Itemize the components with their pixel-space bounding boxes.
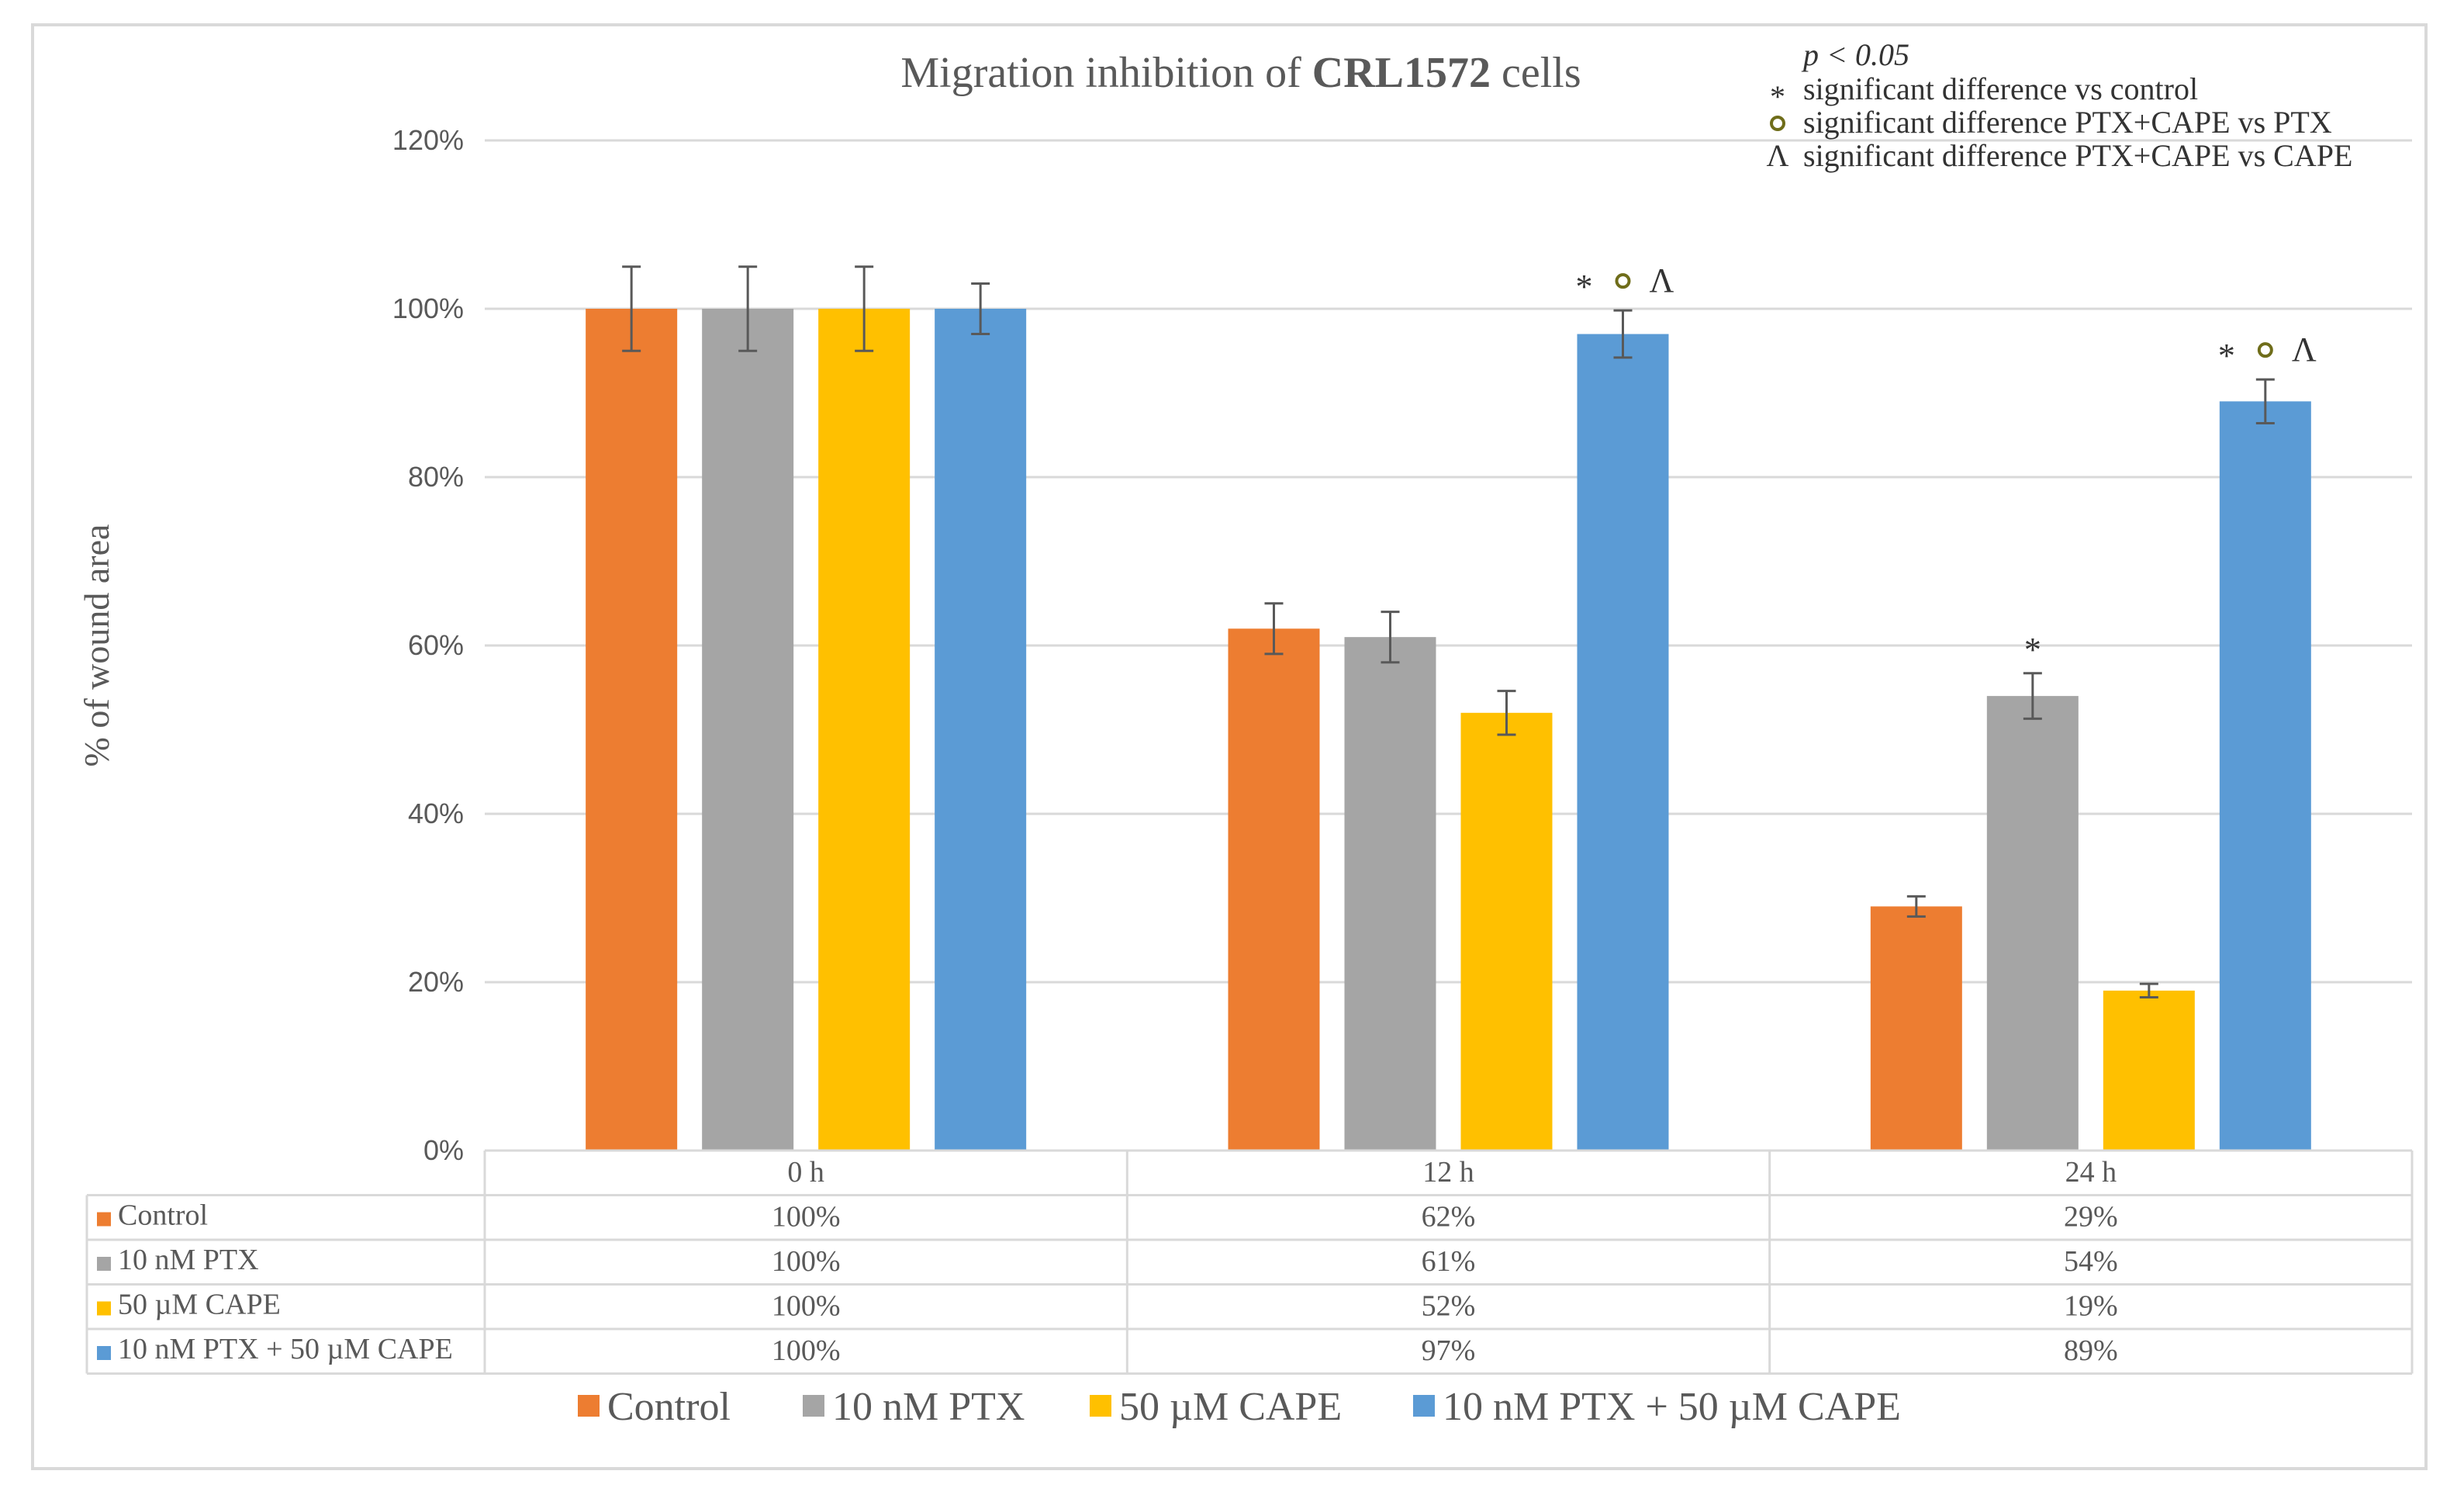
- significance-star-mark: *: [2024, 631, 2041, 669]
- table-cell-value: 62%: [1422, 1201, 1476, 1234]
- bar: [1228, 628, 1320, 1151]
- legend-swatch: [1090, 1395, 1111, 1417]
- table-legend-swatch: [97, 1257, 111, 1271]
- x-category-label: 24 h: [2065, 1156, 2117, 1189]
- y-tick-label: 100%: [392, 292, 464, 324]
- significance-star-mark: *: [1576, 268, 1593, 306]
- note-circle-symbol: [1770, 116, 1785, 131]
- table-legend-swatch: [97, 1301, 111, 1316]
- bar: [1577, 334, 1669, 1151]
- table-cell-value: 100%: [772, 1245, 841, 1278]
- table-row-label: 10 nM PTX + 50 µM CAPE: [118, 1333, 453, 1365]
- significance-title: p < 0.05: [1801, 37, 1909, 72]
- bar: [1986, 696, 2079, 1151]
- x-category-label: 0 h: [787, 1156, 824, 1189]
- y-tick-label: 60%: [408, 629, 464, 661]
- table-cell-value: 61%: [1422, 1245, 1476, 1278]
- bar: [1460, 712, 1553, 1151]
- x-category-label: 12 h: [1422, 1156, 1474, 1189]
- significance-caret-mark: Λ: [1650, 261, 1674, 299]
- note-text: significant difference PTX+CAPE vs PTX: [1803, 105, 2332, 140]
- y-tick-label: 0%: [423, 1134, 464, 1166]
- significance-star-mark: *: [2218, 337, 2235, 375]
- note-star-symbol: *: [1770, 79, 1785, 114]
- significance-circle-mark: [2257, 342, 2273, 358]
- legend-label: 50 µM CAPE: [1119, 1385, 1342, 1429]
- table-cell-value: 52%: [1422, 1290, 1476, 1323]
- table-cell-value: 97%: [1422, 1334, 1476, 1367]
- bar: [1344, 637, 1436, 1151]
- note-text: significant difference vs control: [1803, 71, 2198, 106]
- chart-frame: [31, 23, 2428, 1470]
- legend-label: 10 nM PTX + 50 µM CAPE: [1443, 1385, 1901, 1429]
- table-row-label: Control: [118, 1199, 208, 1232]
- significance-caret-mark: Λ: [2292, 330, 2317, 369]
- table-legend-swatch: [97, 1212, 111, 1227]
- bar: [818, 309, 911, 1151]
- table-row-label: 50 µM CAPE: [118, 1289, 281, 1321]
- legend-label: Control: [607, 1385, 731, 1429]
- table-row-label: 10 nM PTX: [118, 1244, 259, 1276]
- table-cell-value: 100%: [772, 1290, 841, 1323]
- y-tick-label: 80%: [408, 461, 464, 493]
- chart-title: Migration inhibition of CRL1572 cells: [900, 49, 1581, 97]
- y-tick-label: 120%: [392, 124, 464, 156]
- note-caret-symbol: Λ: [1766, 138, 1788, 173]
- bar: [935, 309, 1027, 1151]
- note-text: significant difference PTX+CAPE vs CAPE: [1803, 138, 2352, 173]
- table-cell-value: 54%: [2064, 1245, 2118, 1278]
- legend-label: 10 nM PTX: [832, 1385, 1025, 1429]
- legend-swatch: [803, 1395, 824, 1417]
- table-cell-value: 19%: [2064, 1290, 2118, 1323]
- y-tick-label: 40%: [408, 798, 464, 829]
- table-cell-value: 89%: [2064, 1334, 2118, 1367]
- significance-circle-mark: [1615, 273, 1631, 289]
- legend-swatch: [1413, 1395, 1435, 1417]
- table-cell-value: 100%: [772, 1334, 841, 1367]
- bar: [2103, 990, 2195, 1151]
- y-tick-label: 20%: [408, 966, 464, 998]
- table-cell-value: 29%: [2064, 1201, 2118, 1234]
- table-legend-swatch: [97, 1346, 111, 1360]
- bar: [702, 309, 794, 1151]
- table-cell-value: 100%: [772, 1201, 841, 1234]
- bar: [2219, 401, 2311, 1151]
- bar: [1870, 906, 1962, 1151]
- legend-swatch: [578, 1395, 600, 1417]
- bar: [586, 309, 678, 1151]
- y-axis-label: % of wound area: [77, 524, 116, 767]
